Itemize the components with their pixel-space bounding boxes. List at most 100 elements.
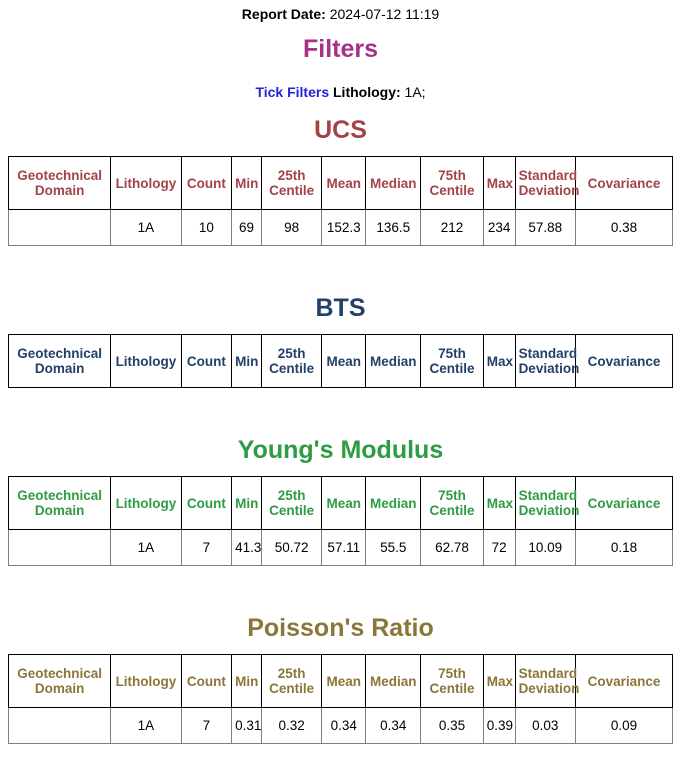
table-cell: 0.31 <box>231 707 262 744</box>
table-cell: 0.09 <box>574 707 674 744</box>
column-header: Standard Deviation <box>514 476 579 530</box>
section-youngs-modulus: Young's Modulus Geotechnical Domain Lithol… <box>7 436 674 566</box>
column-header: Count <box>180 334 233 388</box>
stats-table-bts: Geotechnical Domain Lithology Count Min 25th… <box>7 334 674 388</box>
section-poissons-ratio: Poisson's Ratio Geotechnical Domain Lithol… <box>7 614 674 744</box>
column-header: Standard Deviation <box>514 334 579 388</box>
column-header: 25th Centile <box>260 334 323 388</box>
stats-table-youngs-modulus: Geotechnical Domain Lithology Count Min 25th… <box>7 476 674 566</box>
column-header: 25th Centile <box>260 654 323 708</box>
table-cell: 57.88 <box>514 209 576 246</box>
table-cell: 55.5 <box>365 529 422 566</box>
table-cell: 50.72 <box>260 529 323 566</box>
table-cell: 62.78 <box>420 529 484 566</box>
table-cell: 0.39 <box>482 707 516 744</box>
column-header: Mean <box>321 156 367 210</box>
table-cell: 0.32 <box>260 707 323 744</box>
column-header: Standard Deviation <box>514 654 579 708</box>
column-header: Min <box>231 476 262 530</box>
table-cell: 1A <box>110 707 182 744</box>
table-cell: 7 <box>180 529 233 566</box>
table-header-row: Geotechnical Domain Lithology Count Min 25th… <box>7 156 674 210</box>
column-header: 25th Centile <box>260 476 323 530</box>
column-header: 75th Centile <box>420 334 484 388</box>
table-cell: 0.38 <box>574 209 674 246</box>
column-header: Geotechnical Domain <box>7 476 112 530</box>
table-cell: 1A <box>110 529 182 566</box>
stats-table-ucs: Geotechnical Domain Lithology Count Min 25th… <box>7 156 674 246</box>
section-title-ucs: UCS <box>314 116 367 144</box>
column-header: Count <box>180 476 233 530</box>
column-header: Geotechnical Domain <box>7 334 112 388</box>
column-header: Count <box>180 156 233 210</box>
column-header: Geotechnical Domain <box>7 654 112 708</box>
column-header: Lithology <box>110 156 182 210</box>
section-title-youngs-modulus: Young's Modulus <box>237 436 444 464</box>
section-title-bts: BTS <box>315 294 366 322</box>
table-cell: 10.09 <box>514 529 576 566</box>
section-ucs: UCS Geotechnical Domain Lithology Count Min 2… <box>7 116 674 246</box>
table-cell: 152.3 <box>321 209 367 246</box>
table-row: 1A 7 0.31 0.32 0.34 0.34 0.35 0.39 0.03 0.09 <box>7 707 674 744</box>
stats-table-poissons-ratio: Geotechnical Domain Lithology Count Min 25th… <box>7 654 674 744</box>
report-date-value: 2024-07-12 11:19 <box>329 6 440 22</box>
column-header: Max <box>482 334 516 388</box>
column-header: Min <box>231 156 262 210</box>
table-cell: 72 <box>482 529 516 566</box>
table-header-row: Geotechnical Domain Lithology Count Min 25th… <box>7 334 674 388</box>
column-header: Median <box>365 476 422 530</box>
column-header: Count <box>180 654 233 708</box>
column-header: Covariance <box>574 334 674 388</box>
column-header: Max <box>482 156 516 210</box>
report-date: Report Date: 2024-07-12 11:19 <box>8 6 673 22</box>
table-row: 1A 10 69 98 152.3 136.5 212 234 57.88 0.38 <box>7 209 674 246</box>
table-cell: 0.35 <box>420 707 484 744</box>
table-row: 1A 7 41.3 50.72 57.11 55.5 62.78 72 10.09 0.18 <box>7 529 674 566</box>
table-cell: 0.34 <box>321 707 367 744</box>
table-cell: 41.3 <box>231 529 262 566</box>
column-header: Min <box>231 654 262 708</box>
column-header: Covariance <box>574 156 674 210</box>
column-header: Lithology <box>110 654 182 708</box>
table-header-row: Geotechnical Domain Lithology Count Min 25th… <box>7 654 674 708</box>
column-header: Lithology <box>110 476 182 530</box>
lithology-filter-label: Lithology: <box>333 84 401 100</box>
column-header: Standard Deviation <box>514 156 579 210</box>
table-cell <box>7 209 112 246</box>
section-title-poissons-ratio: Poisson's Ratio <box>247 614 434 642</box>
table-cell: 57.11 <box>321 529 367 566</box>
column-header: Median <box>365 156 422 210</box>
column-header: Min <box>231 334 262 388</box>
lithology-filter-value: 1A; <box>404 84 426 100</box>
column-header: Median <box>365 334 422 388</box>
section-bts: BTS Geotechnical Domain Lithology Count Min 2… <box>7 294 674 388</box>
table-cell: 10 <box>180 209 233 246</box>
filters-line: Tick Filters Lithology: 1A; <box>8 84 673 100</box>
column-header: 75th Centile <box>420 156 484 210</box>
table-cell: 136.5 <box>365 209 422 246</box>
column-header: Median <box>365 654 422 708</box>
column-header: 75th Centile <box>420 654 484 708</box>
column-header: Mean <box>321 334 367 388</box>
filters-title: Filters <box>302 35 379 63</box>
report-sections: UCS Geotechnical Domain Lithology Count Min 2… <box>7 116 674 744</box>
column-header: 75th Centile <box>420 476 484 530</box>
table-cell: 1A <box>110 209 182 246</box>
tick-filters-link[interactable]: Tick Filters <box>255 84 330 100</box>
table-cell: 212 <box>420 209 484 246</box>
column-header: Covariance <box>574 654 674 708</box>
column-header: Lithology <box>110 334 182 388</box>
report-date-label: Report Date: <box>241 6 326 22</box>
column-header: Max <box>482 654 516 708</box>
column-header: Max <box>482 476 516 530</box>
column-header: Mean <box>321 654 367 708</box>
table-cell <box>7 529 112 566</box>
table-header-row: Geotechnical Domain Lithology Count Min 25th… <box>7 476 674 530</box>
table-cell: 0.34 <box>365 707 422 744</box>
table-cell: 7 <box>180 707 233 744</box>
table-cell <box>7 707 112 744</box>
column-header: 25th Centile <box>260 156 323 210</box>
table-cell: 0.03 <box>514 707 576 744</box>
table-cell: 69 <box>231 209 262 246</box>
column-header: Geotechnical Domain <box>7 156 112 210</box>
